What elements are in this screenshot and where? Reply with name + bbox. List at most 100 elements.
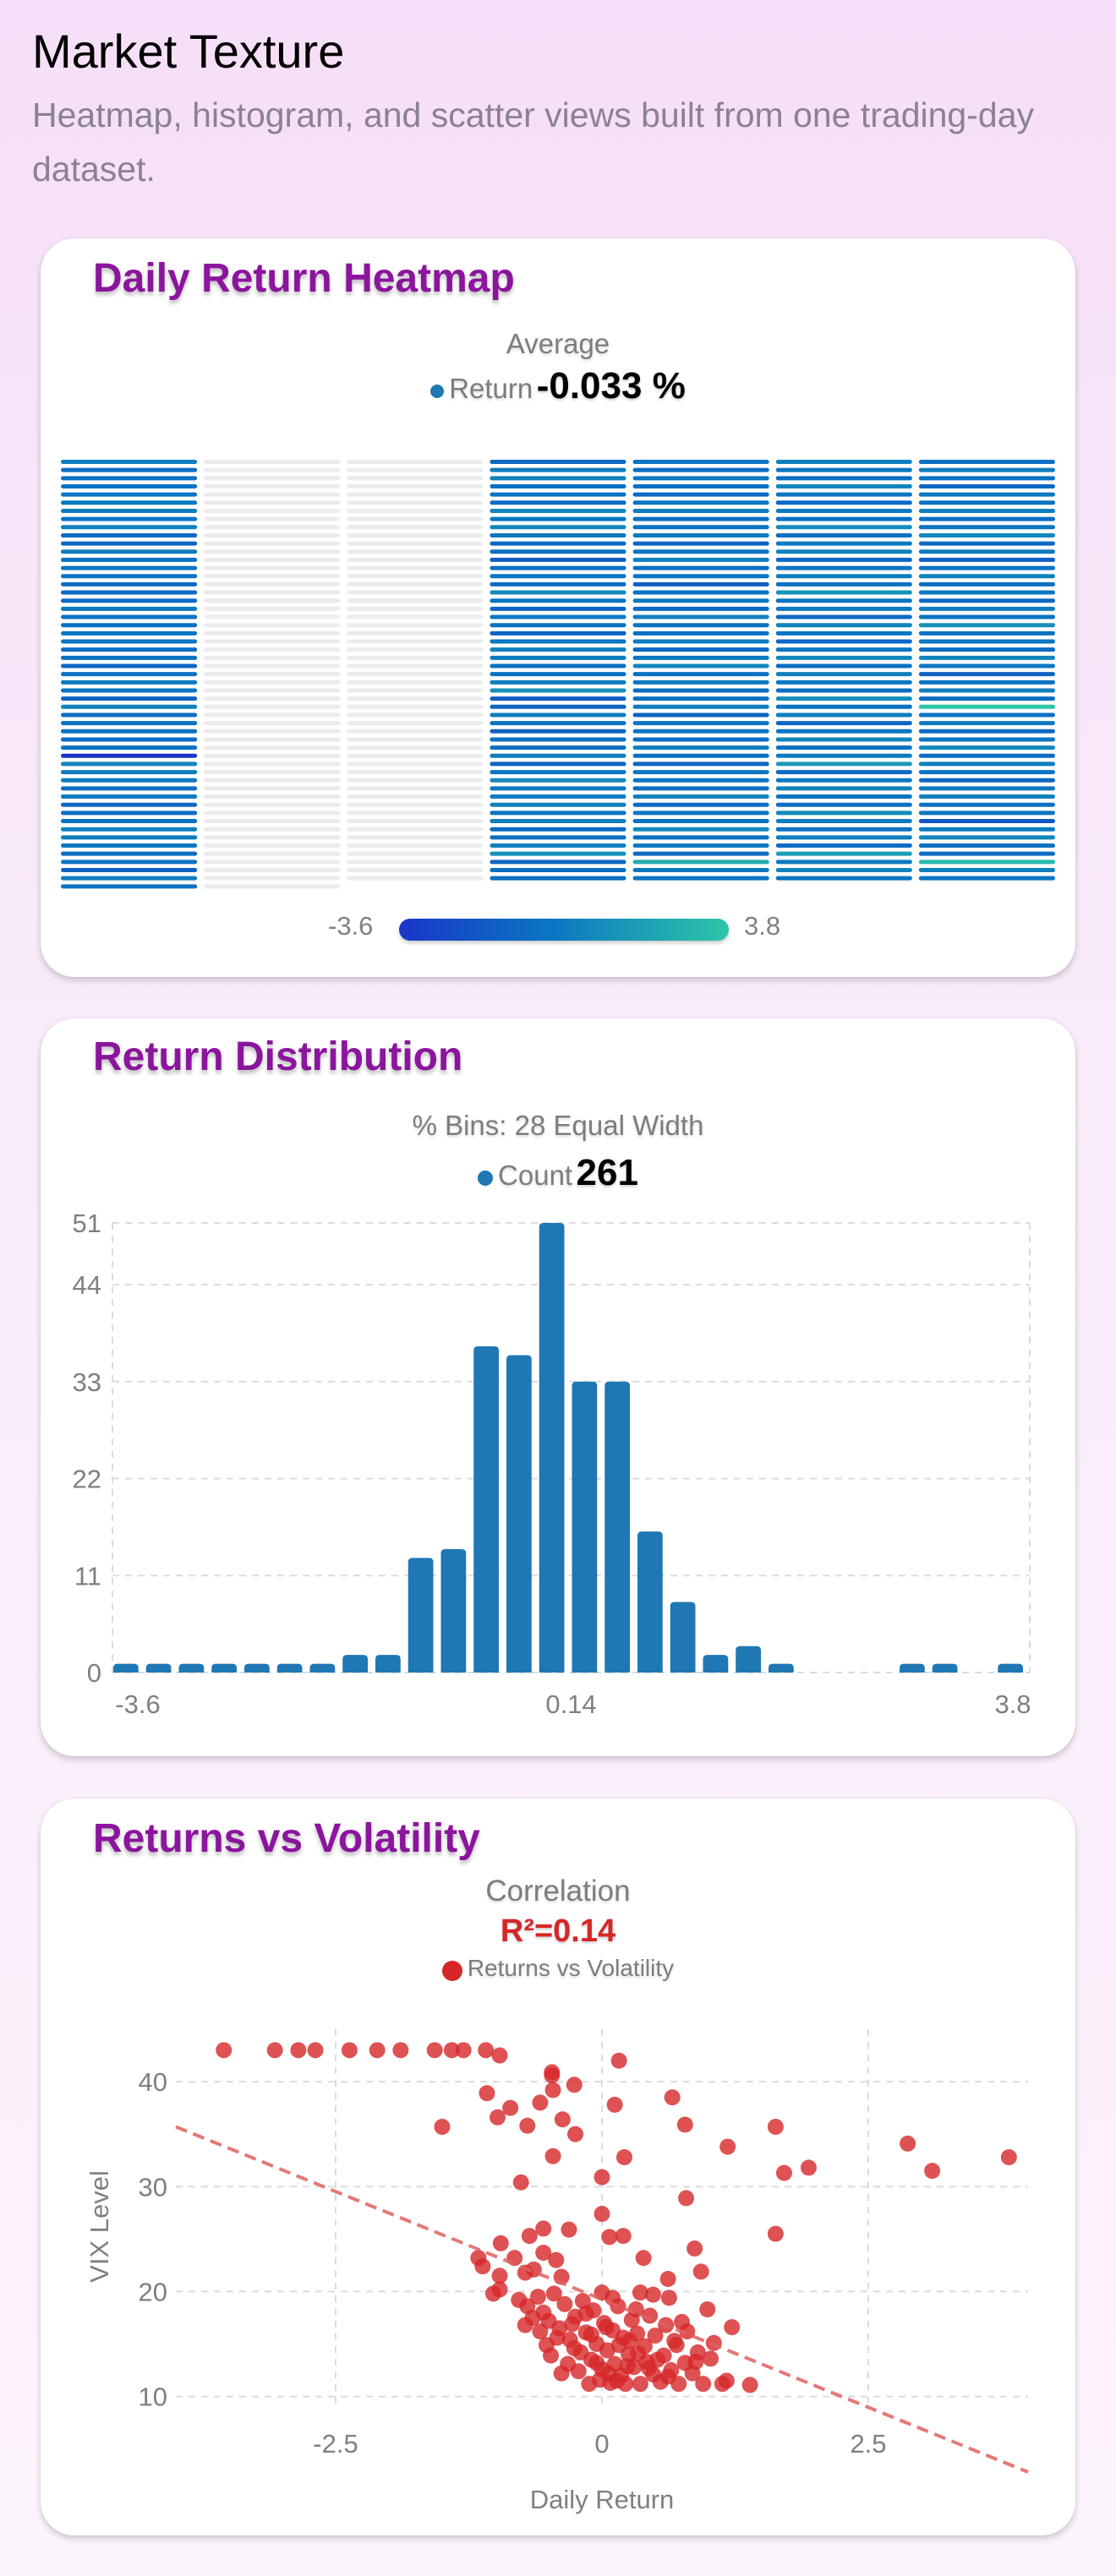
- heatmap-cell: [775, 843, 912, 849]
- scatter-point: [532, 2323, 549, 2340]
- heatmap-cell: [204, 525, 341, 530]
- heatmap-cell: [490, 476, 626, 481]
- scatter-point: [341, 2042, 358, 2059]
- scatter-point: [544, 2067, 561, 2084]
- legend: Returns vs Volatility: [41, 1955, 1075, 1983]
- heatmap-cell: [918, 630, 1055, 636]
- histogram-bar: [440, 1548, 467, 1673]
- heatmap-chart: [61, 460, 1055, 889]
- heatmap-cell: [775, 794, 912, 800]
- heatmap-cell: [775, 786, 912, 791]
- heatmap-cell: [632, 516, 769, 521]
- heatmap-cell: [490, 492, 626, 497]
- heatmap-cell: [918, 532, 1055, 538]
- heatmap-cell: [204, 786, 341, 791]
- legend-label: Return: [449, 373, 533, 404]
- heatmap-cell: [632, 630, 769, 636]
- heatmap-cell: [61, 761, 198, 767]
- heatmap-cell: [347, 639, 484, 644]
- heatmap-cell: [775, 729, 912, 734]
- heatmap-cell: [204, 655, 341, 660]
- heatmap-cell: [490, 737, 626, 742]
- heatmap-cell: [61, 770, 198, 775]
- heatmap-cell: [347, 827, 484, 832]
- page-subtitle: Heatmap, histogram, and scatter views bu…: [32, 96, 1034, 188]
- scatter-point: [512, 2174, 529, 2191]
- heatmap-cell: [61, 786, 198, 791]
- heatmap-cell: [490, 761, 626, 767]
- heatmap-cell: [347, 557, 484, 562]
- heatmap-cell: [204, 851, 341, 856]
- heatmap-cell: [204, 843, 341, 849]
- heatmap-cell: [632, 492, 769, 497]
- heatmap-cell: [61, 810, 198, 816]
- scatter-point: [632, 2376, 648, 2393]
- heatmap-cell: [347, 500, 484, 505]
- heatmap-cell: [61, 688, 198, 693]
- heatmap-cell: [61, 696, 198, 701]
- scatter-point: [532, 2094, 549, 2111]
- heatmap-cell: [61, 541, 198, 546]
- y-axis-label: VIX Level: [85, 2170, 114, 2283]
- heatmap-cell: [632, 525, 769, 530]
- histogram-card: Return Distribution % Bins: 28 Equal Wid…: [41, 1018, 1075, 1756]
- heatmap-cell: [775, 508, 912, 513]
- heatmap-cell: [61, 598, 198, 603]
- heatmap-cell: [632, 770, 769, 775]
- heatmap-cell: [775, 500, 912, 505]
- scatter-card: Returns vs Volatility Correlation R²=0.1…: [41, 1798, 1075, 2535]
- heatmap-cell: [632, 696, 769, 701]
- histogram-bar: [178, 1663, 205, 1673]
- heatmap-cell: [918, 802, 1055, 807]
- heatmap-cell: [490, 549, 626, 554]
- heatmap-cell: [775, 557, 912, 562]
- histogram-bar: [998, 1663, 1023, 1673]
- heatmap-cell: [632, 786, 769, 791]
- heatmap-cell: [775, 835, 912, 840]
- heatmap-cell: [490, 630, 626, 636]
- histogram-bar: [145, 1663, 172, 1673]
- scatter-point: [549, 2329, 566, 2346]
- heatmap-cell: [61, 876, 198, 881]
- scatter-point: [606, 2096, 623, 2113]
- scatter-point: [718, 2372, 735, 2389]
- heatmap-cell: [61, 778, 198, 783]
- heatmap-cell: [775, 810, 912, 816]
- scatter-point: [594, 2169, 610, 2186]
- scatter-point: [434, 2118, 451, 2135]
- heatmap-cell: [632, 590, 769, 595]
- heatmap-cell: [490, 860, 626, 865]
- heatmap-cell: [204, 483, 341, 488]
- x-tick-label: 0: [594, 2429, 609, 2459]
- scatter-point: [632, 2284, 648, 2301]
- heatmap-cell: [918, 623, 1055, 628]
- heatmap-cell: [918, 794, 1055, 800]
- heatmap-cell: [347, 532, 484, 538]
- scatter-point: [545, 2285, 562, 2302]
- scatter-point: [664, 2089, 681, 2106]
- heatmap-cell: [61, 581, 198, 587]
- heatmap-cell: [490, 794, 626, 800]
- scatter-point: [703, 2350, 719, 2367]
- heatmap-cell: [204, 827, 341, 832]
- heatmap-cell: [918, 516, 1055, 521]
- heatmap-cell: [61, 655, 198, 660]
- heatmap-cell: [61, 729, 198, 734]
- heatmap-cell: [918, 737, 1055, 742]
- histogram-bar: [375, 1655, 401, 1673]
- heatmap-cell: [775, 876, 912, 881]
- heatmap-cell: [490, 721, 626, 726]
- card-title: Return Distribution: [93, 1034, 463, 1079]
- heatmap-cell: [61, 663, 198, 669]
- heatmap-cell: [61, 721, 198, 726]
- scatter-point: [556, 2295, 573, 2312]
- heatmap-cell: [204, 590, 341, 595]
- scatter-point: [492, 2235, 509, 2251]
- heatmap-cell: [61, 557, 198, 562]
- heatmap-cell: [347, 663, 484, 669]
- scatter-point: [695, 2376, 712, 2393]
- heatmap-cell: [347, 630, 484, 636]
- heatmap-cell: [775, 639, 912, 644]
- scatter-point: [307, 2042, 324, 2059]
- heatmap-cell: [490, 500, 626, 505]
